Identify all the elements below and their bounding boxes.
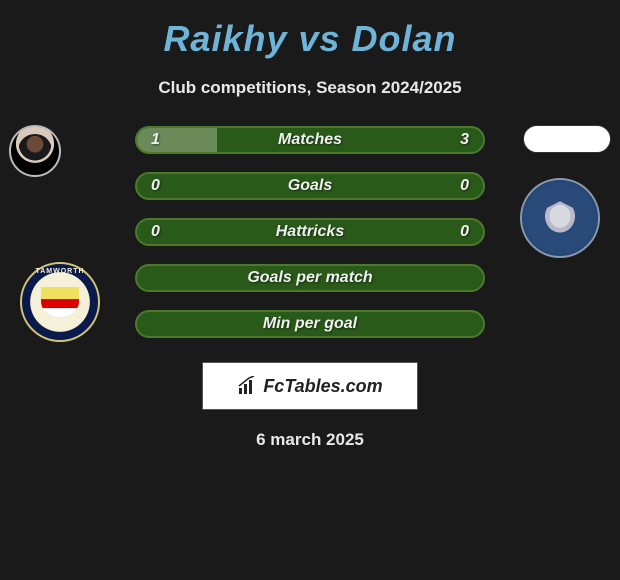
stat-row-gpm: Goals per match [135, 264, 485, 292]
player2-club-badge [520, 178, 600, 258]
stat-value-left: 0 [151, 177, 160, 195]
player2-avatar [523, 125, 611, 153]
stat-label: Min per goal [263, 315, 357, 333]
subtitle: Club competitions, Season 2024/2025 [0, 78, 620, 98]
stat-bar-left [137, 128, 217, 152]
stat-value-right: 0 [460, 223, 469, 241]
stat-label: Goals per match [247, 269, 372, 287]
stat-value-left: 1 [151, 131, 160, 149]
stat-value-right: 3 [460, 131, 469, 149]
stat-row-goals: 0 Goals 0 [135, 172, 485, 200]
page-title: Raikhy vs Dolan [0, 18, 620, 60]
branding-link[interactable]: FcTables.com [202, 362, 418, 410]
stat-row-hattricks: 0 Hattricks 0 [135, 218, 485, 246]
date-label: 6 march 2025 [0, 430, 620, 450]
chart-icon [237, 376, 257, 396]
branding-text: FcTables.com [263, 376, 382, 397]
stat-value-left: 0 [151, 223, 160, 241]
stat-row-mpg: Min per goal [135, 310, 485, 338]
stat-label: Hattricks [276, 223, 344, 241]
stat-label: Matches [278, 131, 342, 149]
stat-row-matches: 1 Matches 3 [135, 126, 485, 154]
stat-value-right: 0 [460, 177, 469, 195]
comparison-card: Raikhy vs Dolan Club competitions, Seaso… [0, 0, 620, 460]
player1-avatar [9, 125, 61, 177]
stats-list: 1 Matches 3 0 Goals 0 0 Hattricks 0 Goals per mat… [135, 126, 485, 338]
player1-club-badge [20, 262, 100, 342]
stat-label: Goals [288, 177, 332, 195]
